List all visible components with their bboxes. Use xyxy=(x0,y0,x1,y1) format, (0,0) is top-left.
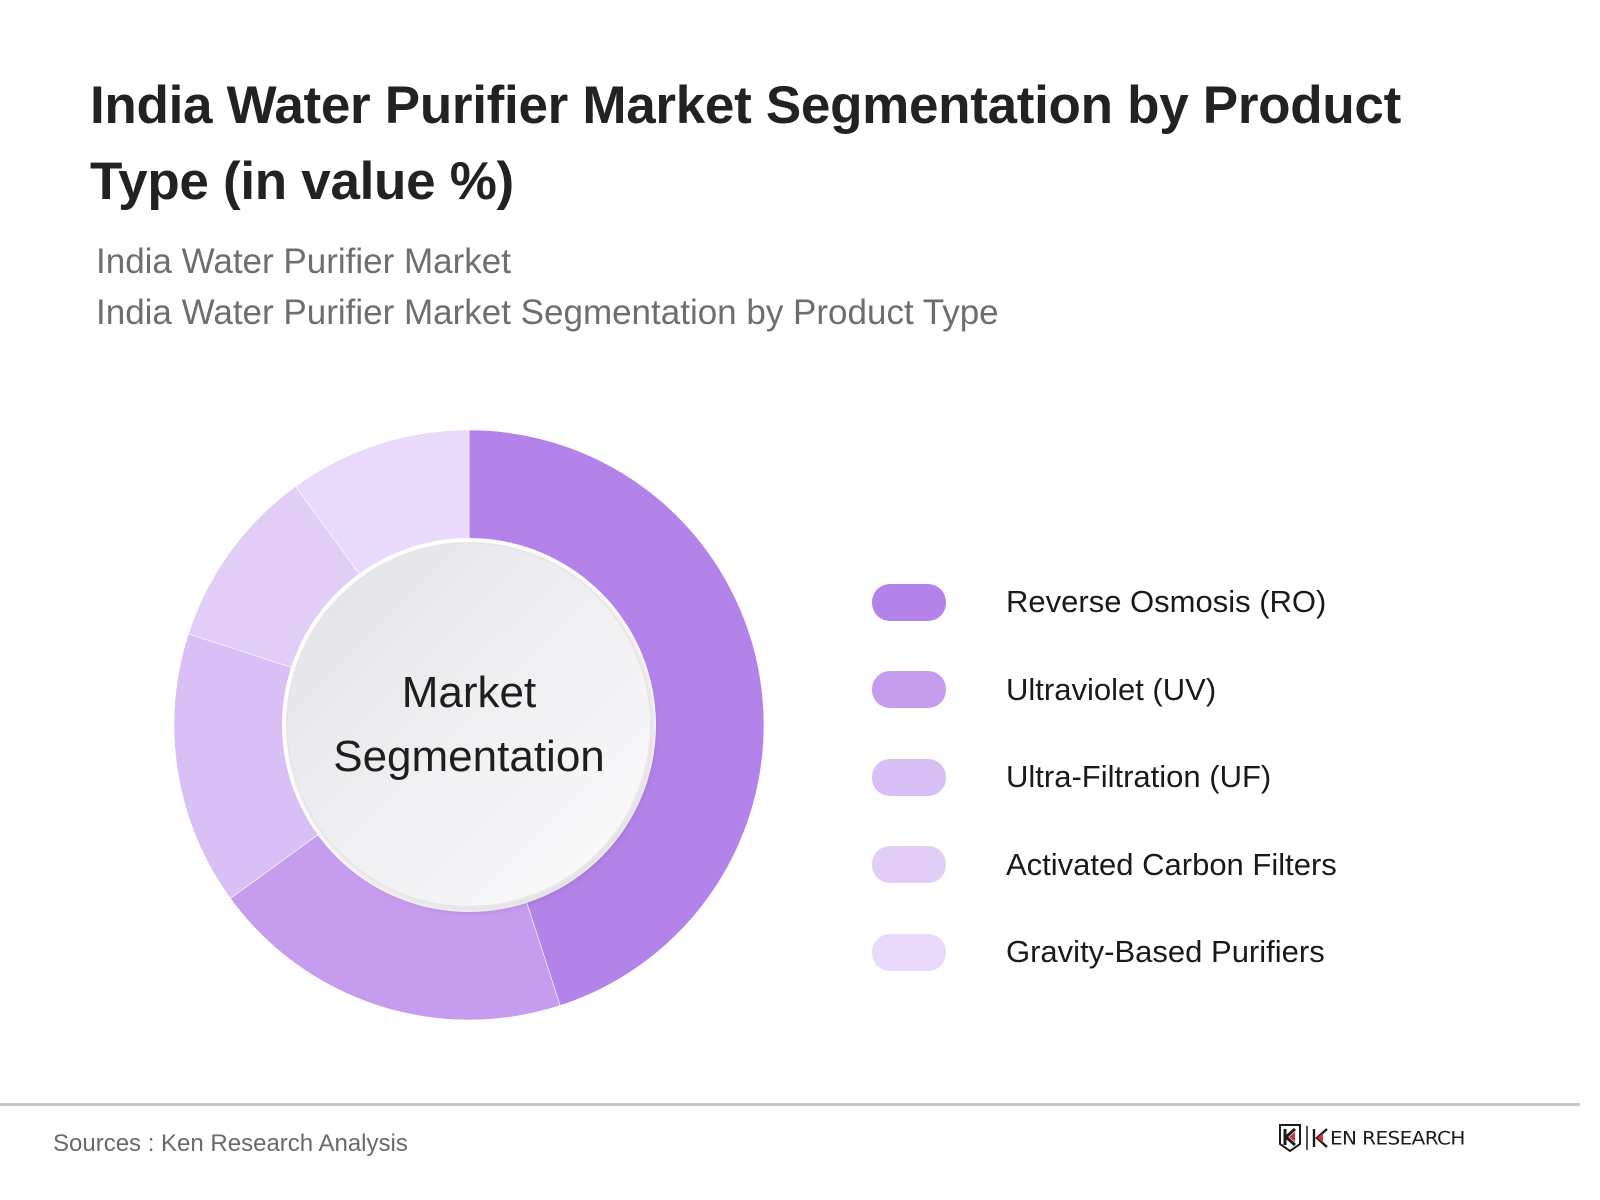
center-label-line-2: Segmentation xyxy=(333,732,605,781)
legend-swatch xyxy=(872,583,946,621)
footer-divider xyxy=(0,1103,1580,1106)
chart-legend: Reverse Osmosis (RO) Ultraviolet (UV) Ul… xyxy=(872,583,1337,1021)
legend-swatch xyxy=(872,933,946,971)
subtitle-line-2: India Water Purifier Market Segmentation… xyxy=(96,293,999,332)
chart-title-line-2: Type (in value %) xyxy=(90,152,514,211)
legend-swatch xyxy=(872,671,946,708)
legend-label: Ultra-Filtration (UF) xyxy=(1006,759,1272,794)
legend-item-ultra-filtration[interactable]: Ultra-Filtration (UF) xyxy=(872,758,1337,796)
subtitle-line-1: India Water Purifier Market xyxy=(96,242,511,281)
legend-label: Ultraviolet (UV) xyxy=(1006,671,1217,707)
logo-wordmark: EN RESEARCH xyxy=(1330,1126,1465,1150)
donut-center-disc xyxy=(286,542,652,908)
sources-note: Sources : Ken Research Analysis xyxy=(53,1130,408,1157)
center-label-line-1: Market xyxy=(401,668,537,717)
legend-swatch xyxy=(872,758,946,796)
chart-title-line-1: India Water Purifier Market Segmentation… xyxy=(90,76,1401,135)
ken-research-logo: EN RESEARCH xyxy=(1278,1124,1465,1152)
legend-item-reverse-osmosis[interactable]: Reverse Osmosis (RO) xyxy=(872,583,1337,621)
donut-chart-svg xyxy=(173,429,765,1021)
legend-item-activated-carbon[interactable]: Activated Carbon Filters xyxy=(872,846,1337,884)
ken-research-shield-icon xyxy=(1279,1124,1301,1152)
legend-item-gravity-based[interactable]: Gravity-Based Purifiers xyxy=(872,933,1337,971)
chart-title: India Water Purifier Market Segmentation… xyxy=(90,68,1490,220)
ken-k-arrow-icon xyxy=(1312,1128,1328,1148)
donut-center-label: Market Segmentation xyxy=(289,545,649,905)
donut-chart xyxy=(173,429,765,1021)
chart-subtitle: India Water Purifier Market India Water … xyxy=(96,236,999,338)
donut-slices xyxy=(173,429,765,1021)
legend-label: Activated Carbon Filters xyxy=(1006,846,1337,882)
legend-swatch xyxy=(872,846,946,883)
legend-item-ultraviolet[interactable]: Ultraviolet (UV) xyxy=(872,671,1337,709)
legend-label: Reverse Osmosis (RO) xyxy=(1006,584,1327,619)
logo-divider xyxy=(1306,1126,1308,1150)
legend-label: Gravity-Based Purifiers xyxy=(1006,934,1325,969)
